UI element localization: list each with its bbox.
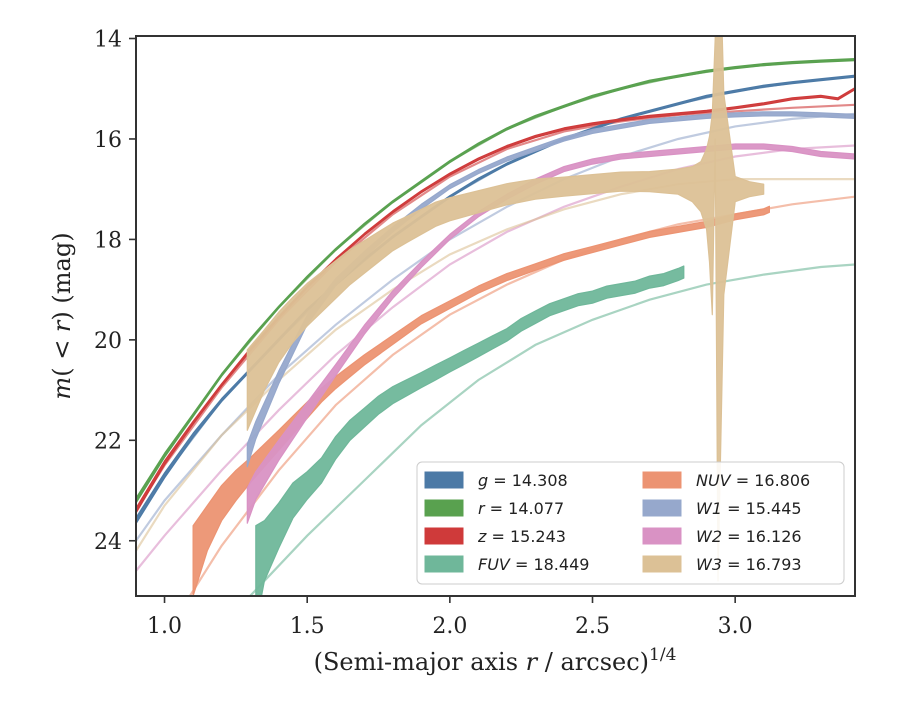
x-axis-label: (Semi-major axis r / arcsec)1/4 <box>314 645 677 676</box>
legend-label-w3: W3 = 16.793 <box>696 555 802 574</box>
legend-label-nuv: NUV = 16.806 <box>696 471 810 490</box>
legend-swatch-w3 <box>642 555 682 573</box>
y-axis-label: m( < r) (mag) <box>48 232 76 399</box>
legend-swatch-w1 <box>642 499 682 517</box>
x-tick-label: 2.0 <box>432 614 467 639</box>
legend-swatch-fuv <box>424 555 464 573</box>
y-tick-label: 20 <box>94 329 122 354</box>
legend-swatch-nuv <box>642 471 682 489</box>
y-tick-label: 24 <box>94 530 122 555</box>
observed-band-r <box>136 58 855 504</box>
legend-label-w1: W1 = 15.445 <box>696 499 802 518</box>
series-layer <box>136 36 855 596</box>
plot-frame <box>135 35 856 597</box>
observed-band-g <box>136 74 855 525</box>
legend-swatch-w2 <box>642 527 682 545</box>
observed-band-z <box>136 87 855 514</box>
y-axis-ticks: 14 16 18 20 22 24 <box>94 28 136 555</box>
legend-label-fuv: FUV = 18.449 <box>478 555 589 574</box>
legend: g = 14.308 r = 14.077 z = 15.243 FUV = 18.4… <box>416 461 845 585</box>
legend-swatch-z <box>424 527 464 545</box>
legend-label-r: r = 14.077 <box>478 499 564 518</box>
y-tick-label: 22 <box>94 429 122 454</box>
observed-band-w2 <box>246 143 855 524</box>
y-tick-label: 18 <box>94 228 122 253</box>
observed-band-w3 <box>246 36 765 582</box>
model-curve-fuv <box>248 263 855 596</box>
y-tick-label: 14 <box>94 28 122 53</box>
x-axis-ticks: 1.0 1.5 2.0 2.5 3.0 <box>147 596 753 639</box>
legend-swatch-g <box>424 471 464 489</box>
legend-swatch-r <box>424 499 464 517</box>
x-tick-label: 3.0 <box>718 614 753 639</box>
legend-box <box>416 461 845 585</box>
x-tick-label: 2.5 <box>575 614 610 639</box>
legend-label-z: z = 15.243 <box>477 527 566 546</box>
y-tick-label: 16 <box>94 128 122 153</box>
legend-label-g: g = 14.308 <box>478 471 568 490</box>
model-curve-g <box>136 75 855 522</box>
x-tick-label: 1.0 <box>147 614 182 639</box>
observed-band-fuv <box>255 265 685 596</box>
legend-label-w2: W2 = 16.126 <box>696 527 802 546</box>
x-tick-label: 1.5 <box>290 614 325 639</box>
